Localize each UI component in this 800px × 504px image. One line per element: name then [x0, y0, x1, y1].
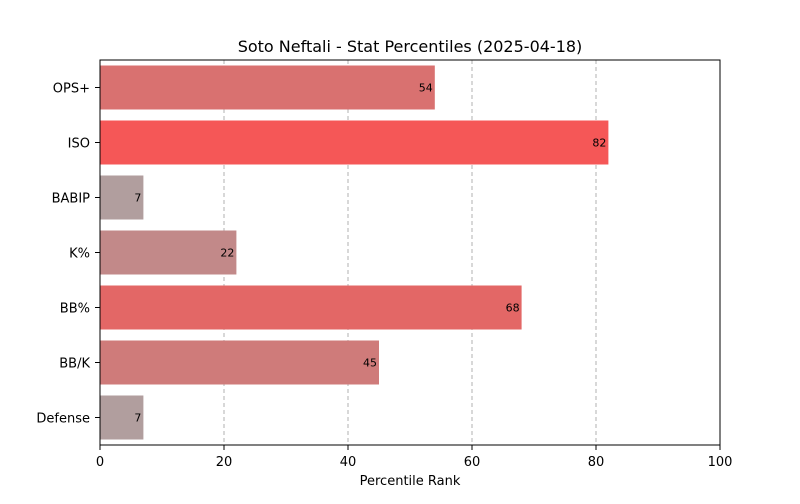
y-tick-label: BABIP [52, 192, 91, 207]
bars: 54 82 7 22 68 45 7 [100, 65, 609, 440]
x-tick-label: 60 [464, 455, 481, 470]
x-tick-label: 20 [216, 455, 233, 470]
bar-value-label: 68 [506, 302, 520, 315]
bar [100, 340, 379, 385]
bar [100, 175, 144, 220]
bar-value-label: 45 [363, 357, 377, 370]
y-tick-label: ISO [68, 137, 90, 152]
bar-value-label: 22 [220, 247, 234, 260]
y-tick-label: BB/K [59, 357, 90, 372]
x-tick-label: 0 [96, 455, 104, 470]
bar [100, 120, 609, 165]
chart-title: Soto Neftali - Stat Percentiles (2025-04… [238, 37, 583, 56]
y-tick-label: Defense [36, 412, 90, 427]
axes: 0 20 40 60 80 100 OPS+ ISO BABIP K% BB% BB/K Defense [36, 82, 732, 471]
y-tick-label: K% [69, 247, 90, 262]
x-tick-label: 40 [340, 455, 357, 470]
gridlines [223, 60, 597, 445]
bar-value-label: 54 [419, 82, 433, 95]
bar-value-label: 82 [592, 137, 606, 150]
bar-value-label: 7 [134, 412, 141, 425]
bar [100, 65, 435, 110]
x-axis-label: Percentile Rank [360, 474, 461, 489]
bar [100, 395, 144, 440]
bar [100, 285, 522, 330]
x-tick-label: 80 [588, 455, 605, 470]
bar [100, 230, 237, 275]
bar-value-label: 7 [134, 192, 141, 205]
x-tick-label: 100 [708, 455, 733, 470]
y-tick-label: BB% [60, 302, 90, 317]
y-tick-label: OPS+ [53, 82, 90, 97]
